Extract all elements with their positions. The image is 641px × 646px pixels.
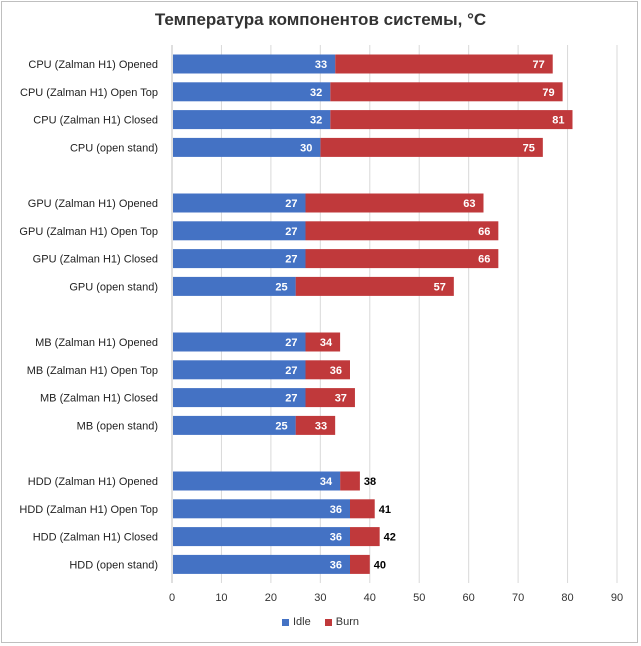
x-tick-label: 60 [463, 592, 475, 604]
data-label-burn: 63 [463, 198, 475, 210]
category-label: HDD (Zalman H1) Open Top [19, 504, 158, 516]
category-label: HDD (Zalman H1) Opened [28, 476, 158, 488]
data-label-idle: 36 [330, 504, 342, 516]
bar-burn [305, 221, 499, 241]
chart-title: Температура компонентов системы, °C [154, 10, 487, 29]
data-label-burn: 38 [364, 476, 376, 488]
category-label: MB (open stand) [77, 420, 158, 432]
data-label-idle: 27 [285, 365, 297, 377]
bar-burn [330, 110, 573, 130]
bar-burn [335, 54, 553, 74]
category-label: MB (Zalman H1) Opened [35, 337, 158, 349]
data-label-idle: 33 [315, 59, 327, 71]
bar-idle [173, 415, 296, 435]
data-label-burn: 57 [434, 281, 446, 293]
data-label-burn: 66 [478, 254, 490, 266]
bar-idle [173, 360, 306, 380]
category-label: MB (Zalman H1) Closed [40, 393, 158, 405]
bar-burn [305, 193, 484, 213]
bar-burn [350, 527, 380, 547]
x-tick-label: 20 [265, 592, 277, 604]
data-label-idle: 30 [300, 142, 312, 154]
data-label-idle: 34 [320, 476, 333, 488]
category-label: GPU (Zalman H1) Opened [28, 198, 158, 210]
bar-burn [295, 415, 336, 435]
bar-burn [350, 499, 375, 519]
data-label-idle: 27 [285, 198, 297, 210]
bar-burn [305, 332, 341, 352]
x-tick-label: 30 [314, 592, 326, 604]
bar-idle [173, 471, 341, 491]
x-tick-label: 80 [561, 592, 573, 604]
legend-item-idle: Idle [282, 616, 311, 628]
data-label-burn: 81 [552, 115, 564, 127]
legend-swatch-idle [282, 618, 289, 626]
data-label-burn: 79 [542, 87, 554, 99]
x-tick-label: 70 [512, 592, 524, 604]
data-label-idle: 32 [310, 115, 322, 127]
x-tick-label: 10 [215, 592, 227, 604]
data-label-idle: 36 [330, 559, 342, 571]
bar-idle [173, 193, 306, 213]
data-label-burn: 37 [335, 393, 347, 405]
category-label: GPU (open stand) [69, 281, 158, 293]
category-label: MB (Zalman H1) Open Top [27, 365, 158, 377]
legend-label-idle: Idle [293, 616, 311, 628]
bar-burn [330, 82, 563, 102]
bar-idle [173, 82, 331, 102]
data-label-burn: 36 [330, 365, 342, 377]
data-label-burn: 75 [523, 142, 535, 154]
bar-idle [173, 54, 336, 74]
bar-burn [305, 388, 355, 408]
legend-label-burn: Burn [335, 616, 359, 628]
bar-burn [320, 137, 543, 157]
data-label-burn: 77 [532, 59, 544, 71]
category-label: HDD (Zalman H1) Closed [33, 532, 158, 544]
category-label: CPU (open stand) [70, 142, 158, 154]
category-label: CPU (Zalman H1) Closed [33, 115, 158, 127]
bar-idle [173, 221, 306, 241]
data-label-burn: 41 [379, 504, 391, 516]
bar-burn [295, 276, 454, 296]
category-label: CPU (Zalman H1) Opened [28, 59, 158, 71]
bar-idle [173, 276, 296, 296]
category-label: GPU (Zalman H1) Open Top [19, 226, 158, 238]
bar-idle [173, 249, 306, 269]
bar-idle [173, 137, 321, 157]
bar-burn [305, 249, 499, 269]
data-label-burn: 42 [384, 532, 396, 544]
bar-burn [305, 360, 350, 380]
bar-burn [340, 471, 360, 491]
x-tick-label: 50 [413, 592, 425, 604]
bar-idle [173, 499, 350, 519]
chart-legend: Idle Burn [0, 616, 641, 628]
data-label-idle: 25 [275, 420, 287, 432]
bar-idle [173, 110, 331, 130]
data-label-burn: 34 [320, 337, 333, 349]
bar-idle [173, 332, 306, 352]
category-label: HDD (open stand) [69, 559, 158, 571]
legend-item-burn: Burn [324, 616, 359, 628]
data-label-idle: 32 [310, 87, 322, 99]
data-label-idle: 27 [285, 393, 297, 405]
data-label-burn: 40 [374, 559, 386, 571]
x-tick-label: 40 [364, 592, 376, 604]
data-label-idle: 27 [285, 337, 297, 349]
category-label: CPU (Zalman H1) Open Top [20, 87, 158, 99]
bar-idle [173, 554, 350, 574]
data-label-idle: 27 [285, 226, 297, 238]
x-tick-label: 90 [611, 592, 623, 604]
data-label-idle: 25 [275, 281, 287, 293]
x-tick-label: 0 [169, 592, 175, 604]
data-label-burn: 66 [478, 226, 490, 238]
legend-swatch-burn [324, 618, 332, 626]
bar-idle [173, 527, 350, 547]
bar-idle [173, 388, 306, 408]
data-label-burn: 33 [315, 420, 327, 432]
data-label-idle: 36 [330, 532, 342, 544]
data-label-idle: 27 [285, 254, 297, 266]
category-label: GPU (Zalman H1) Closed [33, 254, 158, 266]
bar-burn [350, 554, 370, 574]
